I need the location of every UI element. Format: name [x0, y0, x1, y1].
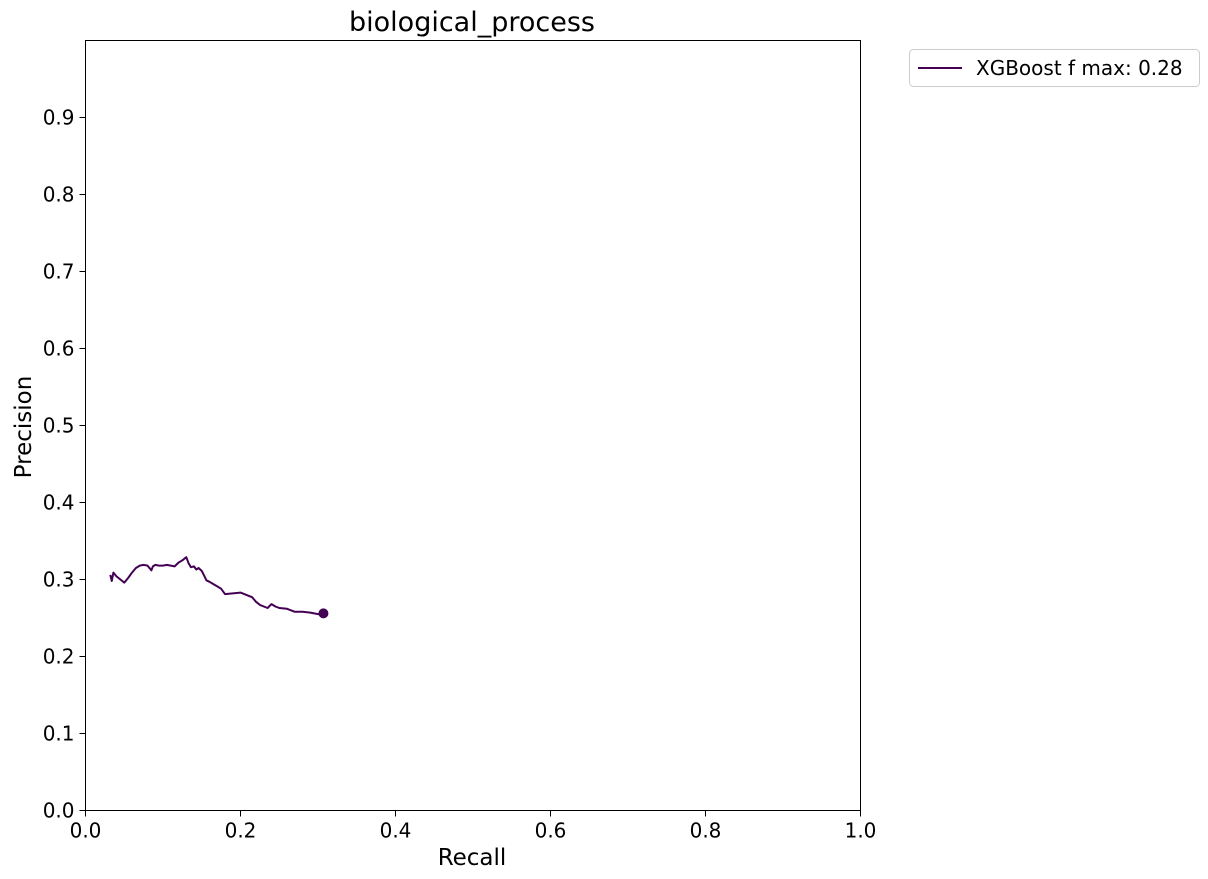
legend: XGBoost f max: 0.28	[909, 49, 1200, 87]
legend-label: XGBoost f max: 0.28	[976, 56, 1183, 80]
x-axis-ticks: 0.0 0.2 0.4 0.6 0.8 1.0	[70, 810, 877, 843]
series-line	[109, 556, 324, 616]
x-tick-label: 1.0	[845, 819, 877, 843]
y-tick-label: 0.7	[43, 260, 75, 284]
y-tick-label: 0.3	[43, 568, 75, 592]
x-tick-label: 0.4	[380, 819, 412, 843]
y-tick-label: 0.8	[43, 183, 75, 207]
fmax-point-marker	[318, 608, 329, 619]
x-tick-label: 0.6	[535, 819, 567, 843]
x-tick-label: 0.2	[225, 819, 257, 843]
y-tick-label: 0.1	[43, 722, 75, 746]
y-tick-label: 0.0	[43, 799, 75, 823]
x-axis-label: Recall	[438, 845, 507, 871]
legend-box	[909, 49, 1200, 87]
y-axis-label: Precision	[11, 376, 37, 479]
plot-area	[85, 40, 861, 811]
x-tick-label: 0.8	[690, 819, 722, 843]
y-tick-label: 0.9	[43, 106, 75, 130]
x-tick-label: 0.0	[70, 819, 102, 843]
series-layer	[109, 556, 329, 619]
y-tick-label: 0.6	[43, 337, 75, 361]
y-tick-label: 0.4	[43, 491, 75, 515]
y-axis-ticks: 0.0 0.1 0.2 0.3 0.4 0.5 0.6 0.7 0.8 0.9	[43, 106, 86, 823]
chart-title: biological_process	[349, 7, 595, 38]
y-tick-label: 0.2	[43, 645, 75, 669]
y-tick-label: 0.5	[43, 414, 75, 438]
